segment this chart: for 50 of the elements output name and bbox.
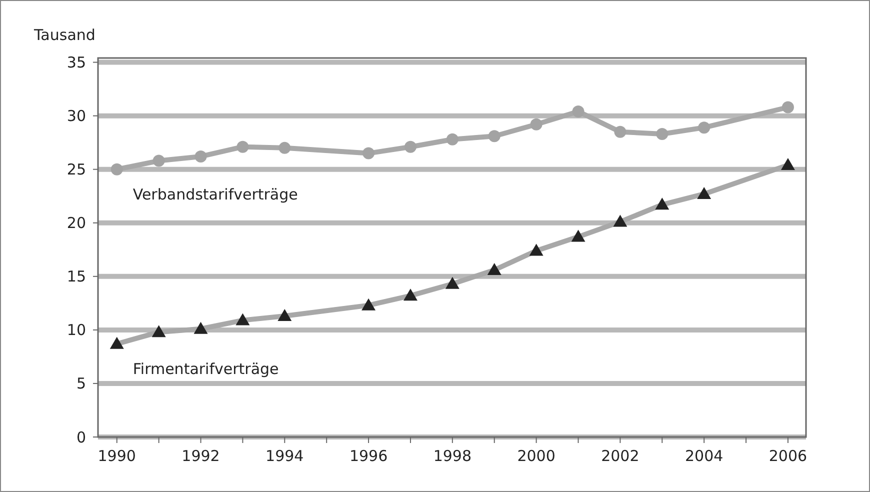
point — [362, 147, 375, 160]
y-tick-label: 20 — [66, 214, 86, 232]
point — [445, 276, 460, 289]
point — [278, 309, 292, 322]
point — [446, 133, 458, 146]
point — [655, 198, 670, 210]
x-tick-label: 2002 — [601, 447, 640, 465]
y-axis-title: Tausand — [33, 26, 96, 44]
point — [613, 214, 628, 227]
x-tick-label: 2000 — [517, 447, 556, 465]
series-label: Firmentarifverträge — [132, 360, 279, 378]
point — [152, 325, 166, 338]
y-tick-label: 25 — [66, 160, 86, 179]
point — [529, 244, 544, 256]
point — [278, 142, 291, 154]
point — [697, 186, 712, 199]
point — [488, 130, 500, 142]
y-tick-label: 35 — [66, 54, 86, 72]
point — [698, 122, 710, 134]
point — [152, 154, 165, 167]
point — [194, 322, 208, 334]
series-label: Verbandstarifverträge — [132, 185, 298, 204]
point — [404, 140, 416, 153]
y-tick-label: 0 — [76, 428, 86, 446]
y-tick-label: 5 — [76, 374, 86, 393]
x-tick-label: 1990 — [98, 447, 136, 465]
point — [782, 101, 794, 114]
y-tick-label: 10 — [66, 321, 86, 340]
point — [362, 298, 376, 310]
point — [614, 126, 626, 138]
x-tick-label: 1992 — [182, 447, 220, 465]
point — [572, 106, 584, 118]
point — [236, 140, 249, 153]
point — [194, 150, 207, 162]
point — [656, 128, 668, 140]
x-tick-label: 1994 — [266, 447, 304, 465]
x-tick-label: 1998 — [433, 447, 472, 465]
y-tick-label: 30 — [66, 107, 86, 126]
x-tick-label: 2006 — [768, 447, 808, 465]
point — [487, 262, 502, 275]
x-tick-label: 1996 — [349, 447, 388, 465]
point — [110, 163, 123, 176]
point — [110, 336, 124, 349]
point — [530, 118, 542, 130]
point — [780, 158, 795, 170]
point — [236, 313, 250, 326]
point — [403, 288, 418, 301]
point — [571, 230, 586, 242]
x-tick-label: 2004 — [684, 447, 724, 465]
y-tick-label: 15 — [66, 268, 86, 286]
